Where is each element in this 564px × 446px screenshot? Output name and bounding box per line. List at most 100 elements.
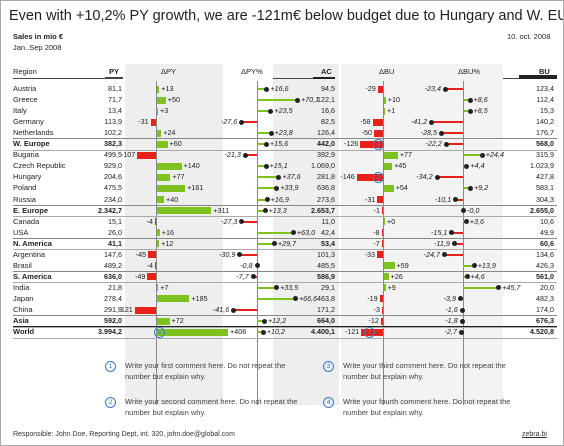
bu-value: 134,6	[536, 249, 554, 259]
dpy-pct-label: -27,6	[220, 117, 238, 127]
comment-marker-1[interactable]: 1	[364, 327, 375, 339]
dbu-pct-label: -0,0	[467, 205, 480, 215]
dpy-label: +140	[183, 161, 200, 171]
dbu-pct-pin-head	[441, 252, 447, 258]
dbu-bar	[374, 129, 383, 137]
row-label-argentina: Argentina	[13, 249, 46, 259]
comment-text-4[interactable]: Write your fourth comment here. Do not r…	[343, 397, 511, 417]
dpy-label: +406	[230, 327, 247, 337]
dbu-pct-pin-head	[464, 274, 470, 280]
py-value: 81,1	[108, 84, 122, 93]
bu-value: 2.655,0	[530, 205, 554, 215]
dbu-pct-pin-head	[459, 318, 465, 324]
py-value: 3.994,2	[98, 327, 122, 337]
dbu-pct-label: -10,1	[434, 194, 452, 204]
period-label: Jan..Sep 2008	[13, 43, 62, 52]
dpy-pct-pin-head	[239, 119, 245, 125]
dbu-bar	[372, 118, 383, 126]
dbu-pct-pin-head	[479, 152, 485, 158]
dbu-pct-pin-head	[463, 219, 469, 225]
dbu-bar	[382, 306, 383, 314]
py-value: 234,0	[104, 194, 122, 204]
dpy-pct-pin-head	[290, 230, 296, 236]
dpy-pct-pin-head	[263, 141, 269, 147]
header-ac: AC	[321, 67, 332, 76]
dbu-pct-label: -1,6	[445, 305, 458, 314]
dpy-pct-pin	[257, 242, 274, 245]
dbu-bar	[377, 196, 383, 203]
bu-value: 4.520,8	[530, 327, 554, 337]
dbu-pct-pin	[463, 286, 499, 289]
dbu-pct-pin-head	[429, 119, 435, 125]
py-value: 499,5	[104, 150, 122, 160]
comments-section: 1 Write your first comment here. Do not r…	[1, 358, 563, 428]
dbu-label: -50	[361, 128, 372, 138]
row-label-germany: Germany	[13, 117, 44, 127]
dpy-pct-pin-head	[239, 219, 245, 225]
dpy-label: -4	[146, 260, 153, 270]
dpy-pct-label: -41,6	[212, 305, 230, 314]
bu-value: 561,0	[536, 271, 554, 281]
ac-value: 29,1	[321, 282, 335, 292]
dpy-bar	[150, 118, 156, 126]
py-value: 21,8	[108, 282, 122, 292]
py-value: 636,0	[104, 271, 122, 281]
bu-value: 49,9	[540, 227, 554, 237]
dpy-pct-pin	[257, 110, 271, 113]
dbu-label: -7	[373, 238, 380, 248]
page-title: Even with +10,2% PY growth, we are -121m…	[9, 8, 564, 24]
dpy-pct-pin-head	[268, 108, 274, 114]
py-value: 2.342,7	[98, 205, 122, 215]
dbu-pct-pin-head	[471, 263, 477, 269]
footer-brand[interactable]: zebra.bi	[522, 431, 547, 438]
group-end-rule	[13, 337, 557, 339]
dbu-pct-label: -28,5	[420, 128, 438, 138]
comment-text-3[interactable]: Write your third comment here. Do not re…	[343, 361, 506, 381]
comment-text-2[interactable]: Write your second comment here. Do not r…	[125, 397, 298, 417]
ac-value: 463,8	[317, 293, 335, 303]
comment-marker-3[interactable]: 3	[373, 139, 384, 151]
dpy-pct-label: +33,9	[280, 183, 299, 193]
dpy-bar	[157, 107, 158, 115]
dbu-bar	[382, 207, 383, 215]
comment-marker-2[interactable]: 2	[373, 172, 384, 184]
dpy-pct-pin-head	[231, 307, 237, 313]
dbu-pct-pin-head	[467, 108, 473, 114]
dbu-pct-pin	[455, 198, 463, 201]
dbu-label: -33	[364, 249, 376, 259]
row-label-india: India	[13, 282, 30, 292]
dpy-bar	[157, 207, 212, 215]
dbu-label: -19	[367, 293, 378, 303]
dpy-pct-label: +23,5	[274, 106, 293, 116]
dbu-bar	[384, 284, 386, 292]
bu-value: 482,3	[536, 293, 554, 303]
dbu-label: +54	[395, 183, 408, 193]
py-value: 489,2	[104, 260, 122, 270]
dbu-bar	[384, 151, 398, 159]
dbu-pct-label: -23,4	[424, 84, 441, 93]
dbu-pct-pin-head	[461, 208, 466, 214]
dpy-label: -4	[146, 216, 153, 226]
dbu-label: +45	[394, 161, 407, 171]
dpy-pct-label: +23,8	[274, 128, 293, 138]
row-label-italy: Italy	[13, 106, 27, 116]
ac-value: 4.400,1	[311, 327, 335, 337]
comment-marker-2[interactable]: 2	[154, 327, 165, 339]
dpy-pct-label: +37,6	[282, 172, 301, 182]
dbu-label: +77	[399, 150, 413, 160]
comment-text-1[interactable]: Write your first comment here. Do not re…	[125, 361, 286, 381]
dpy-pct-label: +33,5	[280, 282, 299, 292]
dpy-label: +60	[169, 139, 182, 149]
grand-total-rule	[13, 325, 557, 328]
dpy-bar	[157, 328, 229, 336]
py-value: 26,0	[108, 227, 122, 237]
dbu-bar	[379, 295, 383, 303]
dpy-pct-pin-head	[271, 241, 277, 247]
dbu-bar	[384, 184, 394, 192]
dbu-pct-pin-head	[458, 329, 464, 335]
dbu-column-band	[341, 64, 503, 405]
dbu-bar	[384, 162, 393, 170]
dpy-pct-pin	[257, 297, 295, 300]
py-value: 13,4	[108, 106, 122, 116]
dbu-pct-pin-head	[459, 307, 465, 313]
